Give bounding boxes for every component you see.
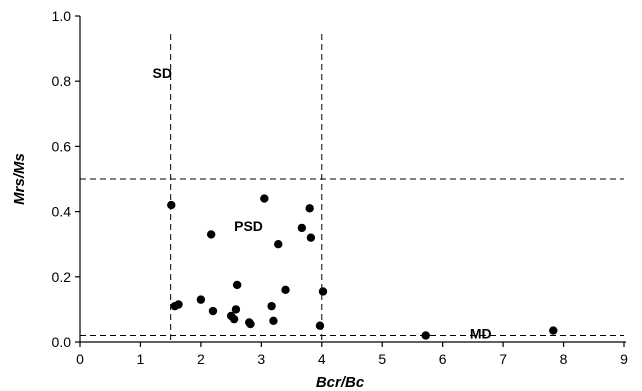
data-point <box>229 314 239 324</box>
region-label-md: MD <box>470 326 492 342</box>
data-point <box>196 295 206 304</box>
region-label-psd: PSD <box>234 218 263 234</box>
axes: 0 1 2 3 4 5 6 7 8 9 0.0 0.2 0.4 0.6 0.8 1.0 <box>52 8 629 367</box>
data-point <box>267 301 276 311</box>
data-point <box>315 321 325 330</box>
x-tick-label: 3 <box>257 351 265 367</box>
data-point <box>167 200 176 210</box>
x-axis-title: Bcr/Bc <box>316 374 365 391</box>
data-point <box>281 285 290 295</box>
x-tick-label: 8 <box>560 351 568 367</box>
region-label-sd: SD <box>153 65 172 81</box>
x-tick-label: 0 <box>76 351 84 367</box>
x-tick-label: 4 <box>318 351 326 367</box>
x-tick-label: 5 <box>378 351 386 367</box>
data-point <box>208 306 218 316</box>
data-point <box>269 316 278 326</box>
data-points <box>167 194 558 340</box>
y-tick-label: 1.0 <box>52 8 72 24</box>
data-point <box>549 326 558 335</box>
y-tick-label: 0.6 <box>52 138 72 154</box>
data-point <box>232 280 242 290</box>
reference-lines <box>80 34 624 342</box>
x-tick-label: 7 <box>499 351 507 367</box>
data-point <box>318 287 328 296</box>
region-labels: SD PSD MD <box>153 65 492 342</box>
y-tick-label: 0.8 <box>52 73 72 89</box>
data-point <box>246 319 255 329</box>
x-tick-label: 1 <box>137 351 145 367</box>
x-tick-label: 6 <box>439 351 447 367</box>
y-tick-label: 0.0 <box>52 334 72 350</box>
data-point <box>174 300 183 309</box>
data-point <box>231 305 241 314</box>
data-point <box>274 240 283 249</box>
data-point <box>260 194 269 203</box>
y-tick-label: 0.4 <box>52 204 72 220</box>
y-tick-label: 0.2 <box>52 269 72 285</box>
data-point <box>297 223 307 233</box>
data-point <box>306 233 316 242</box>
x-tick-label: 9 <box>620 351 628 367</box>
y-axis-title: Mrs/Ms <box>11 153 28 205</box>
x-tick-label: 2 <box>197 351 205 367</box>
data-point <box>206 230 216 239</box>
data-point <box>421 331 430 340</box>
data-point <box>305 204 314 213</box>
